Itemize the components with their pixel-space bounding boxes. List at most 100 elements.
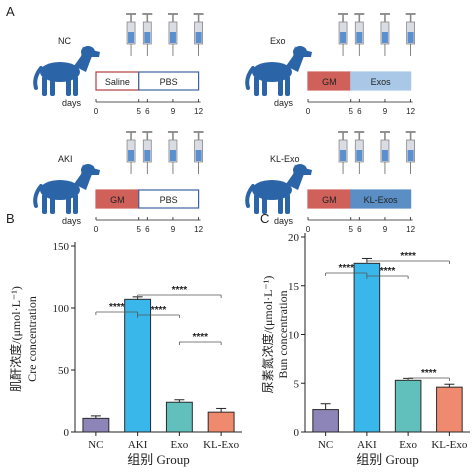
timeline-tick-label: 12 (406, 225, 415, 234)
syringe-fluid (356, 32, 363, 43)
x-tick-label: KL-Exo (203, 439, 240, 451)
y-tick-label: 15 (288, 281, 300, 293)
protocol-group-nc: NC Saline PBS days 0 5 6 9 12 (33, 13, 204, 116)
y-tick-label: 100 (53, 303, 70, 315)
panel-label-a: A (6, 4, 15, 19)
dog-leg (285, 76, 290, 96)
x-axis-label: 组别 Group (356, 452, 418, 467)
dog-snout (92, 168, 100, 175)
y-tick-label: 20 (288, 232, 300, 244)
syringe-fluid (169, 150, 176, 161)
segment-second-label: PBS (160, 195, 178, 205)
dog-leg (73, 76, 78, 96)
bar-nc (312, 409, 339, 433)
y-axis-label-en: Bun concentration (276, 290, 290, 378)
timeline-tick-label: 9 (383, 107, 388, 116)
dog-leg (50, 76, 55, 96)
dog-icon (245, 46, 312, 96)
y-tick-label: 50 (58, 365, 70, 377)
syringe-fluid (128, 32, 135, 43)
dog-leg (278, 76, 283, 96)
timeline-tick-label: 6 (357, 107, 362, 116)
dog-tail (33, 66, 43, 90)
significance-label: **** (380, 266, 396, 277)
group-label: NC (58, 36, 71, 46)
segment-second (350, 189, 412, 209)
panel-label-b: B (6, 211, 15, 226)
bar-exo (165, 401, 193, 433)
syringe-icon (405, 13, 416, 56)
timeline-tick-label: 5 (349, 107, 354, 116)
dog-leg (254, 76, 259, 96)
segment-second (138, 189, 200, 209)
syringe-icon (142, 13, 153, 56)
syringe-fluid (407, 32, 414, 43)
syringe-fluid (169, 32, 176, 43)
syringe-fluid (356, 150, 363, 161)
y-tick-label: 150 (53, 241, 70, 253)
protocol-group-exo: Exo GM Exos days 0 5 6 9 12 (245, 13, 416, 116)
significance-label: **** (109, 302, 125, 313)
dog-ear (81, 46, 86, 57)
protocol-group-klexo: KL-Exo GM KL-Exos days 0 5 6 9 12 (245, 131, 416, 234)
timeline-tick-label: 6 (357, 225, 362, 234)
group-label: KL-Exo (270, 154, 300, 164)
syringe-icon (338, 131, 349, 174)
dog-snout (304, 50, 312, 57)
timeline-tick-label: 9 (171, 107, 176, 116)
dog-icon (245, 164, 312, 214)
dog-icon (33, 46, 100, 96)
syringe-fluid (144, 32, 151, 43)
segment-first-label: GM (110, 195, 125, 205)
protocol-group-aki: AKI GM PBS days 0 5 6 9 12 (33, 131, 204, 234)
y-tick-label: 0 (64, 427, 70, 439)
timeline-tick-label: 6 (145, 107, 150, 116)
days-label: days (274, 98, 294, 108)
syringe-icon (354, 13, 365, 56)
syringe-fluid (340, 150, 347, 161)
bar-kl-exo (207, 411, 235, 433)
y-tick-label: 5 (294, 378, 300, 390)
significance-label: **** (338, 263, 354, 274)
timeline-tick-label: 5 (137, 225, 142, 234)
x-tick-label: AKI (357, 439, 377, 451)
dog-tail (245, 66, 255, 90)
syringe-fluid (144, 150, 151, 161)
timeline-tick-label: 9 (171, 225, 176, 234)
syringe-fluid (381, 32, 388, 43)
y-axis-label-cn: 尿素氮浓度/(μmol·L⁻¹) (260, 276, 275, 394)
syringe-icon (405, 131, 416, 174)
syringe-icon (193, 131, 204, 174)
y-axis-label-en: Cre concentration (25, 296, 39, 382)
bar-aki (124, 298, 152, 433)
segment-first-label: GM (322, 77, 337, 87)
syringe-icon (126, 13, 137, 56)
syringe-fluid (128, 150, 135, 161)
segment-second-label: KL-Exos (364, 195, 399, 205)
dog-leg (50, 194, 55, 214)
timeline-tick-label: 0 (306, 225, 311, 234)
timeline-tick-label: 6 (145, 225, 150, 234)
x-tick-label: Exo (399, 439, 417, 451)
x-axis-label: 组别 Group (127, 452, 189, 467)
y-axis-label-cn: 肌酐浓度/(μmol·L⁻¹) (8, 286, 23, 392)
x-tick-label: NC (88, 439, 103, 451)
days-label: days (62, 98, 82, 108)
significance-label: **** (400, 251, 416, 262)
timeline-tick-label: 9 (383, 225, 388, 234)
dog-leg (285, 194, 290, 214)
x-tick-label: AKI (128, 439, 148, 451)
dog-leg (66, 194, 71, 214)
cre-chart: 0 50 100 150 NC AKI Exo KL-Exo **** **** **** **** 肌… (8, 241, 242, 467)
syringe-icon (126, 131, 137, 174)
segment-second-label: PBS (160, 77, 178, 87)
timeline-tick-label: 12 (406, 107, 415, 116)
x-tick-label: KL-Exo (431, 439, 468, 451)
dog-ear (81, 164, 86, 175)
syringe-icon (338, 13, 349, 56)
panel-label-c: C (260, 211, 269, 226)
dog-leg (262, 76, 267, 96)
significance-label: **** (192, 332, 208, 343)
